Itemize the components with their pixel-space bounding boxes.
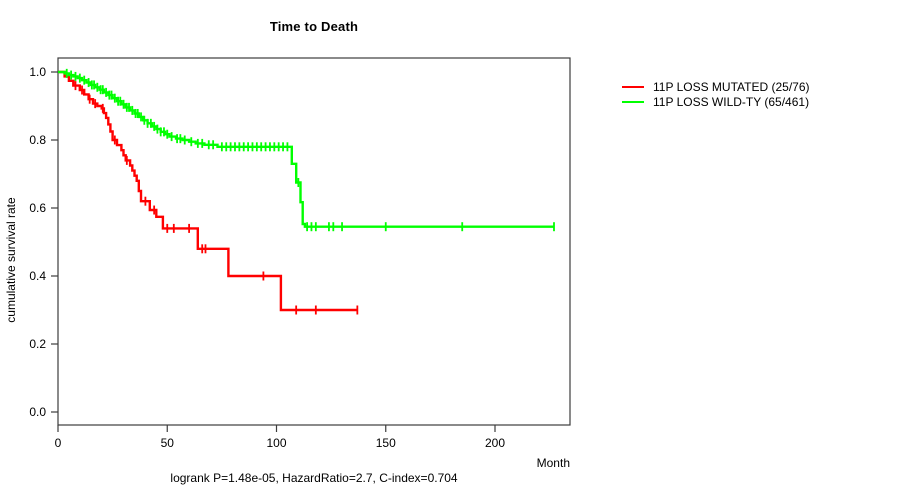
legend-line-red [622,85,644,88]
y-axis-label: cumulative survival rate [4,197,18,323]
y-tick-label: 0.2 [29,337,46,351]
stats-annotation: logrank P=1.48e-05, HazardRatio=2.7, C-i… [170,471,458,485]
survival-curve-wildtype [58,70,554,228]
legend-label-mutated: 11P LOSS MUTATED (25/76) [653,79,810,94]
x-tick-label: 150 [376,436,396,450]
x-tick-label: 100 [266,436,286,450]
x-axis-label: Month [536,456,570,470]
y-tick-label: 0.4 [29,269,46,283]
y-tick-label: 0.6 [29,201,46,215]
legend-label-wildtype: 11P LOSS WILD-TY (65/461) [653,94,810,109]
y-tick-label: 0.0 [29,405,46,419]
chart-title: Time to Death [269,19,359,34]
legend-line-green [622,100,644,103]
x-tick-label: 50 [161,436,175,450]
survival-curve-mutated [58,70,358,312]
legend: 11P LOSS MUTATED (25/76) 11P LOSS WILD-T… [622,79,810,109]
x-tick-label: 200 [485,436,505,450]
x-tick-label: 0 [55,436,62,450]
y-tick-label: 1.0 [29,65,46,79]
plot-box [57,57,571,426]
legend-item-wildtype: 11P LOSS WILD-TY (65/461) [622,94,810,109]
y-tick-label: 0.8 [29,133,46,147]
legend-item-mutated: 11P LOSS MUTATED (25/76) [622,79,810,94]
